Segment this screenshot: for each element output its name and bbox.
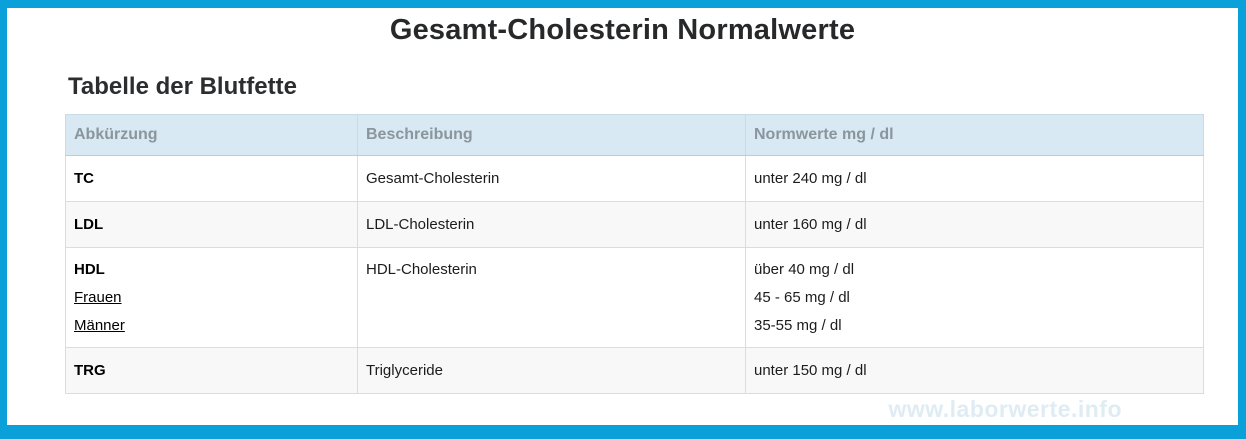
link-frauen[interactable]: Frauen — [74, 289, 122, 306]
table-row-tc: TC Gesamt-Cholesterin unter 240 mg / dl — [65, 155, 1204, 202]
description-hdl: HDL-Cholesterin — [366, 261, 477, 278]
blood-fats-table: Abkürzung Beschreibung Normwerte mg / dl… — [65, 114, 1204, 394]
description-ldl: LDL-Cholesterin — [357, 201, 746, 248]
abbr-ldl: LDL — [74, 216, 104, 233]
table-row-ldl: LDL LDL-Cholesterin unter 160 mg / dl — [65, 201, 1204, 248]
description-trg: Triglyceride — [357, 347, 746, 394]
table-row-hdl: HDL Frauen Männer HDL-Cholesterin über 4… — [65, 247, 1204, 348]
table-row-trg: TRG Triglyceride unter 150 mg / dl — [65, 347, 1204, 394]
section-heading: Tabelle der Blutfette — [68, 73, 297, 100]
header-cell-description: Beschreibung — [357, 114, 746, 156]
description-tc: Gesamt-Cholesterin — [357, 155, 746, 202]
value-trg: unter 150 mg / dl — [745, 347, 1204, 394]
value-hdl-general: über 40 mg / dl — [754, 261, 855, 278]
page-title: Gesamt-Cholesterin Normalwerte — [389, 14, 856, 46]
value-tc: unter 240 mg / dl — [745, 155, 1204, 202]
value-hdl-maenner: 35-55 mg / dl — [754, 317, 842, 334]
abbr-trg: TRG — [74, 362, 106, 379]
abbr-tc: TC — [74, 170, 94, 187]
header-cell-abbreviation: Abkürzung — [65, 114, 358, 156]
link-maenner[interactable]: Männer — [74, 317, 125, 334]
watermark: www.laborwerte.info — [888, 396, 1122, 422]
abbr-hdl: HDL — [74, 261, 105, 278]
header-cell-normal-values: Normwerte mg / dl — [745, 114, 1204, 156]
value-hdl-frauen: 45 - 65 mg / dl — [754, 289, 850, 306]
table-header-row: Abkürzung Beschreibung Normwerte mg / dl — [65, 114, 1204, 156]
value-ldl: unter 160 mg / dl — [745, 201, 1204, 248]
